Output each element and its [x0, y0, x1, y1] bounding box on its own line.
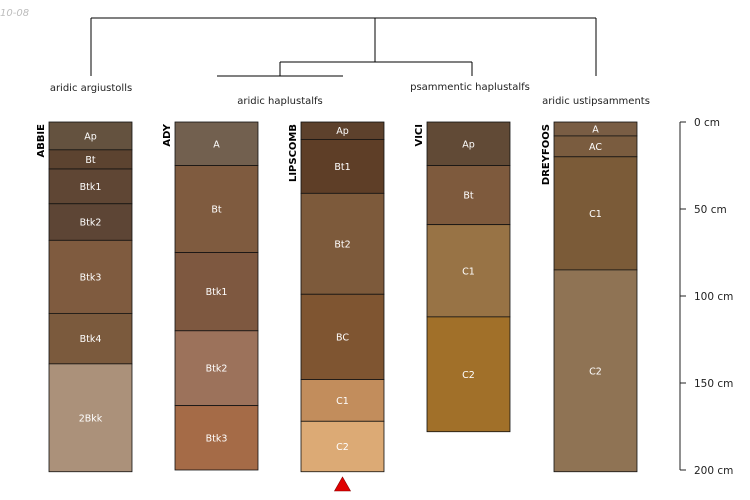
depth-tick-label: 150 cm: [694, 378, 733, 390]
depth-axis: 0 cm 50 cm 100 cm 150 cm 200 cm: [679, 117, 733, 477]
horizon-label: C2: [462, 370, 475, 381]
horizon-label: C1: [336, 396, 349, 407]
horizon-bt2: [300, 192, 385, 295]
horizon-a: [174, 121, 259, 166]
horizon-bt: [174, 165, 259, 253]
horizon-label: Ap: [336, 126, 349, 137]
depth-tick-label: 100 cm: [694, 291, 733, 303]
horizon-label: Ap: [462, 139, 475, 150]
profile-name-label: ABBIE: [36, 124, 47, 158]
horizon-c2: [553, 269, 638, 473]
soil-profile-abbie: Ap Bt Btk1 Btk2 Btk3 Btk4 2Bkk ABBIE: [36, 121, 133, 473]
horizon-btk1: [174, 252, 259, 332]
horizon-btk2: [48, 203, 133, 241]
horizon-label: Bt: [85, 155, 96, 166]
horizon-label: A: [213, 139, 220, 150]
horizon-label: Btk4: [80, 334, 102, 345]
horizon-label: Btk2: [80, 218, 102, 229]
depth-tick-label: 0 cm: [694, 117, 720, 129]
horizon-bc: [300, 293, 385, 380]
horizon-label: Btk3: [206, 433, 228, 444]
horizon-bt1: [300, 138, 385, 194]
horizon-label: Btk1: [80, 182, 102, 193]
horizon-label: Bt: [463, 191, 474, 202]
soil-profile-lipscomb: Ap Bt1 Bt2 BC C1 C2 LIPSCOMB: [288, 121, 385, 473]
depth-tick-label: 50 cm: [694, 204, 727, 216]
soil-profile-vici: Ap Bt C1 C2 VICI: [414, 121, 511, 433]
horizon-btk4: [48, 312, 133, 365]
profile-name-label: ADY: [162, 123, 173, 146]
horizon-ap: [426, 121, 511, 166]
horizon-label: Btk2: [206, 364, 228, 375]
horizon-c2: [426, 316, 511, 433]
soil-profile-dreyfoos: A AC C1 C2 DREYFOOS: [541, 121, 638, 473]
horizon-btk1: [48, 168, 133, 205]
soil-profile-ady: A Bt Btk1 Btk2 Btk3 ADY: [162, 121, 259, 471]
horizon-label: C1: [462, 266, 475, 277]
horizon-label: C2: [336, 442, 349, 453]
figure-stamp: 10-08: [0, 8, 30, 19]
horizon-label: A: [592, 124, 599, 135]
horizon-btk3: [48, 239, 133, 314]
horizon-btk2: [174, 330, 259, 407]
horizon-c1: [426, 224, 511, 318]
horizon-bt: [426, 165, 511, 226]
horizon-label: 2Bkk: [79, 413, 103, 424]
horizon-label: BC: [336, 332, 349, 343]
horizon-label: AC: [589, 142, 602, 153]
horizon-label: Bt1: [334, 162, 350, 173]
profile-name-label: LIPSCOMB: [288, 124, 299, 182]
horizon-label: Ap: [84, 131, 97, 142]
profiles: Ap Bt Btk1 Btk2 Btk3 Btk4 2Bkk ABBIE A Bt Btk1 Btk2…: [36, 121, 638, 492]
horizon-label: Btk3: [80, 272, 102, 283]
taxonomy-class-label: aridic argiustolls: [50, 83, 132, 94]
depth-tick-label: 200 cm: [694, 465, 733, 477]
horizon-label: Btk1: [206, 287, 228, 298]
profile-name-label: DREYFOOS: [541, 124, 552, 185]
horizon-2bkk: [48, 363, 133, 473]
horizon-c1: [553, 156, 638, 271]
horizon-label: C1: [589, 209, 602, 220]
horizon-c1: [300, 379, 385, 422]
taxonomy-class-label: aridic haplustalfs: [237, 96, 323, 107]
horizon-label: C2: [589, 366, 602, 377]
horizon-label: Bt: [211, 205, 222, 216]
horizon-btk3: [174, 405, 259, 471]
taxonomy-class-label: psammentic haplustalfs: [410, 82, 530, 93]
dendrogram: aridic argiustolls aridic haplustalfs psam…: [50, 17, 650, 107]
marker-triangle: [333, 476, 352, 492]
horizon-label: Bt2: [334, 239, 350, 250]
profile-name-label: VICI: [414, 124, 425, 147]
taxonomy-class-label: aridic ustipsamments: [542, 96, 650, 107]
horizon-c2: [300, 420, 385, 473]
